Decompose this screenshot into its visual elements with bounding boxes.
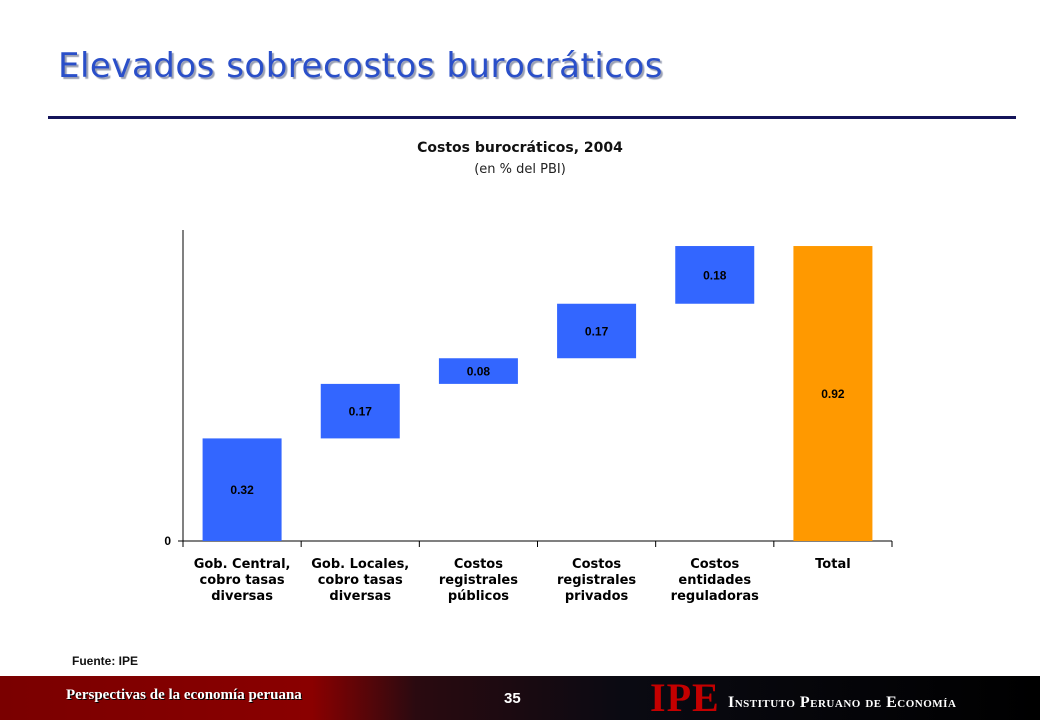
- footer-text: Perspectivas de la economía peruana: [66, 687, 302, 703]
- x-tick-label: Gob. Locales, cobro tasas diversas: [311, 557, 409, 604]
- increment-bar: [438, 358, 518, 384]
- x-tick-label: Total: [815, 557, 851, 572]
- title-divider: [48, 116, 1016, 119]
- slide-title: Elevados sobrecostos burocráticos: [58, 46, 663, 86]
- institute-name: Instituto Peruano de Economía: [728, 694, 957, 711]
- x-tick-label: Gob. Central, cobro tasas diversas: [194, 557, 291, 604]
- x-tick-label: Costos registrales públicos: [439, 557, 518, 604]
- data-label: 0.17: [585, 324, 609, 338]
- data-label: 0.18: [703, 268, 727, 282]
- increment-bar: [557, 303, 637, 359]
- source-note: Fuente: IPE: [72, 654, 139, 668]
- x-tick-label: Costos registrales privados: [557, 557, 636, 604]
- chart-subtitle: (en % del PBI): [474, 162, 566, 177]
- y-tick-label: 0: [164, 534, 171, 548]
- increment-bar: [675, 246, 755, 304]
- data-label: 0.08: [467, 365, 491, 379]
- x-tick-label: Costos entidades reguladoras: [671, 557, 759, 604]
- data-label: 0.32: [230, 483, 254, 497]
- increment-bar: [202, 438, 282, 541]
- total-bar: [793, 246, 873, 541]
- increment-bar: [320, 383, 400, 439]
- page-number: 35: [504, 690, 521, 707]
- data-label: 0.92: [821, 387, 845, 401]
- ipe-logo: IPE: [650, 675, 720, 720]
- footer-bar: [0, 676, 1040, 720]
- chart-title: Costos burocráticos, 2004: [417, 140, 623, 156]
- data-label: 0.17: [349, 405, 373, 419]
